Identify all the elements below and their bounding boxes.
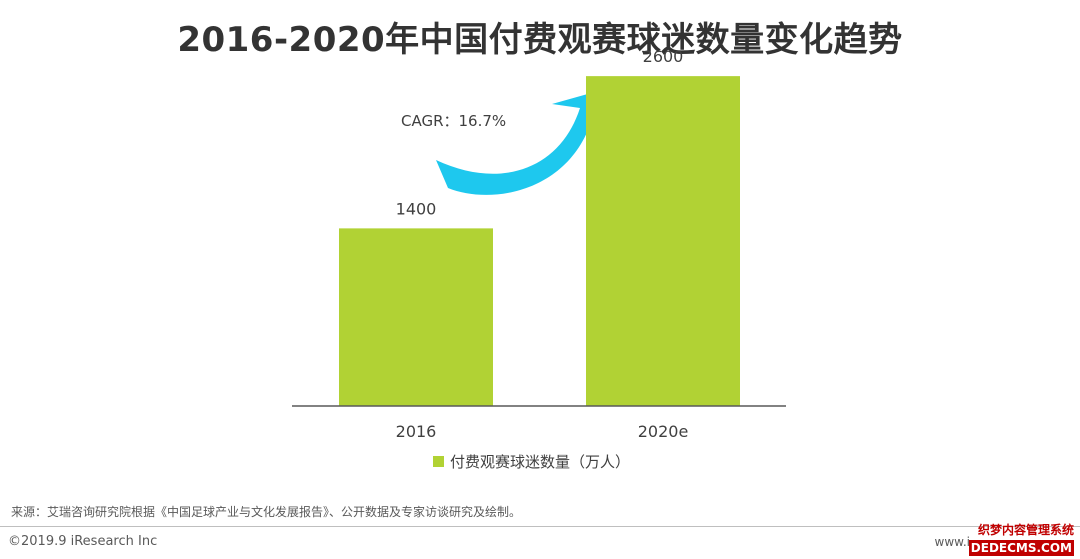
data-label-2020e: 2600 — [643, 47, 684, 66]
legend-swatch — [433, 456, 444, 467]
cagr-arrow-icon — [436, 88, 609, 195]
bar-2016 — [339, 228, 493, 406]
source-note: 来源：艾瑞咨询研究院根据《中国足球产业与文化发展报告》、公开数据及专家访谈研究及… — [11, 505, 522, 519]
copyright-text: ©2019.9 iResearch Inc — [8, 534, 158, 549]
website-text: www.i — [934, 535, 971, 549]
chart-title: 2016-2020年中国付费观赛球迷数量变化趋势 — [177, 20, 903, 60]
tick-label-2016: 2016 — [396, 422, 437, 441]
bar-2020e — [586, 76, 740, 406]
data-label-2016: 1400 — [396, 199, 437, 218]
data-labels-group: 1400 2600 — [396, 47, 684, 218]
footer-divider — [0, 526, 1080, 527]
watermark-logo: 织梦内容管理系统 DEDECMS.COM — [968, 523, 1074, 556]
cagr-annotation: CAGR：16.7% — [401, 112, 507, 130]
x-axis-tick-labels: 2016 2020e — [396, 422, 689, 441]
watermark-line1: 织梦内容管理系统 — [977, 523, 1074, 537]
legend-label: 付费观赛球迷数量（万人） — [450, 453, 631, 471]
bars-group — [339, 76, 740, 406]
growth-arrow — [436, 88, 609, 195]
watermark-line2: DEDECMS.COM — [968, 540, 1074, 556]
legend: 付费观赛球迷数量（万人） — [433, 451, 630, 472]
tick-label-2020e: 2020e — [638, 422, 689, 441]
